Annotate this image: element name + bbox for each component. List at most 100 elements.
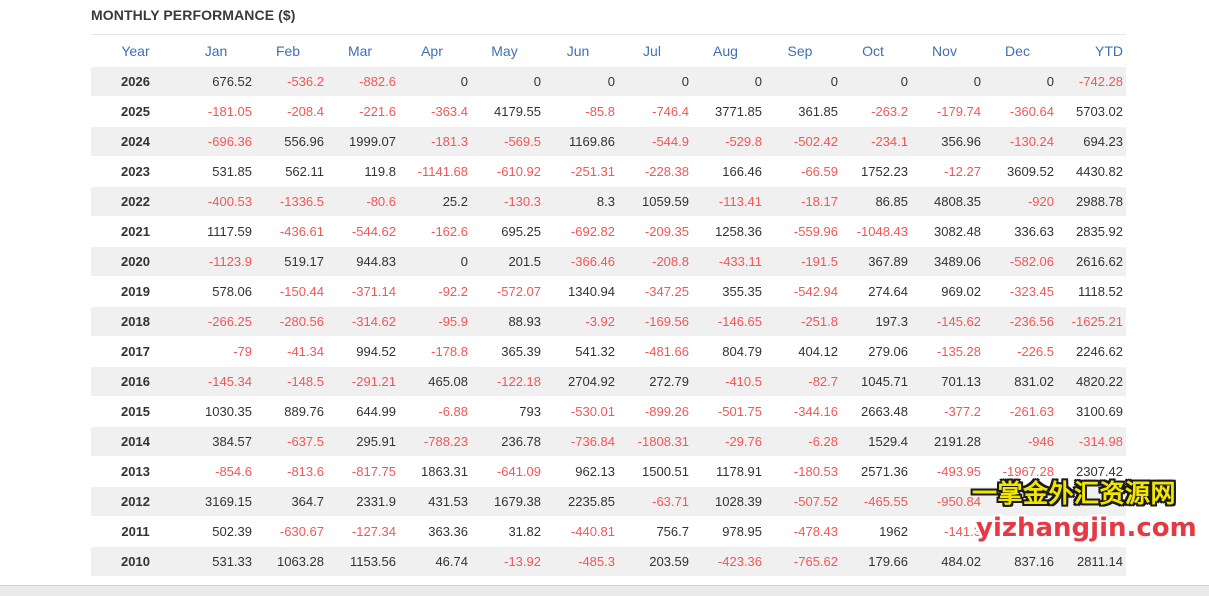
year-cell: 2020	[91, 246, 180, 277]
year-cell: 2021	[91, 216, 180, 247]
month-value-cell: 197.3	[838, 306, 908, 337]
month-value-cell: -169.56	[615, 306, 689, 337]
year-cell: 2016	[91, 366, 180, 397]
ytd-value-cell: 2835.92	[1054, 216, 1126, 247]
column-header-jul: Jul	[615, 34, 689, 67]
month-value-cell: -18.17	[762, 186, 838, 217]
month-value-cell: -736.84	[541, 426, 615, 457]
month-value-cell: 2191.28	[908, 426, 981, 457]
month-value-cell: -572.07	[468, 276, 541, 307]
month-value-cell: 1258.36	[689, 216, 762, 247]
month-value-cell: -410.5	[689, 366, 762, 397]
table-row: 2025 -181.05 -208.4 -221.6 -363.4 4179.55 -85.…	[91, 96, 1126, 127]
month-value-cell: -181.3	[396, 126, 468, 157]
month-value-cell: -226.5	[981, 336, 1054, 367]
column-header-mar: Mar	[324, 34, 396, 67]
ytd-value-cell: 2307.42	[1054, 456, 1126, 487]
month-value-cell: 969.02	[908, 276, 981, 307]
month-value-cell: 3609.52	[981, 156, 1054, 187]
month-value-cell: 831.02	[981, 366, 1054, 397]
month-value-cell: -440.81	[541, 516, 615, 547]
month-value-cell: 179.66	[838, 546, 908, 576]
month-value-cell: 0	[981, 66, 1054, 97]
month-value-cell: -569.5	[468, 126, 541, 157]
month-value-cell: -266.25	[180, 306, 252, 337]
month-value-cell: 8.3	[541, 186, 615, 217]
month-value-cell: 365.39	[468, 336, 541, 367]
month-value-cell: 793	[468, 396, 541, 427]
month-value-cell: 519.17	[252, 246, 324, 277]
column-header-apr: Apr	[396, 34, 468, 67]
month-value-cell: -765.62	[762, 546, 838, 576]
month-value-cell: -436.61	[252, 216, 324, 247]
month-value-cell: 363.36	[396, 516, 468, 547]
month-value-cell: 531.33	[180, 546, 252, 576]
month-value-cell: -208.4	[252, 96, 324, 127]
month-value-cell: -371.14	[324, 276, 396, 307]
column-header-ytd: YTD	[1054, 34, 1126, 67]
month-value-cell: -13.92	[468, 546, 541, 576]
month-value-cell: -113.41	[689, 186, 762, 217]
month-value-cell: 0	[615, 66, 689, 97]
month-value-cell: -263.2	[838, 96, 908, 127]
month-value-cell: -82.7	[762, 366, 838, 397]
month-value-cell	[981, 516, 1054, 547]
month-value-cell: 701.13	[908, 366, 981, 397]
month-value-cell: 994.52	[324, 336, 396, 367]
month-value-cell: -400.53	[180, 186, 252, 217]
month-value-cell: -423.36	[689, 546, 762, 576]
ytd-value-cell: 694.23	[1054, 126, 1126, 157]
month-value-cell: 201.5	[468, 246, 541, 277]
month-value-cell: 2704.92	[541, 366, 615, 397]
month-value-cell: 203.59	[615, 546, 689, 576]
ytd-value-cell: 2246.62	[1054, 336, 1126, 367]
column-header-jun: Jun	[541, 34, 615, 67]
watermark-line-1: 一掌金外汇资源网	[972, 479, 1177, 508]
month-value-cell: 272.79	[615, 366, 689, 397]
month-value-cell: -478.43	[762, 516, 838, 547]
month-value-cell: -899.26	[615, 396, 689, 427]
month-value-cell: -323.45	[981, 276, 1054, 307]
month-value-cell: -529.8	[689, 126, 762, 157]
month-value-cell: -234.1	[838, 126, 908, 157]
table-row: 2013 -854.6 -813.6 -817.75 1863.31 -641.09 962…	[91, 456, 1126, 487]
column-header-dec: Dec	[981, 34, 1054, 67]
month-value-cell: 279.06	[838, 336, 908, 367]
month-value-cell: 1030.35	[180, 396, 252, 427]
month-value-cell: -221.6	[324, 96, 396, 127]
month-value-cell: -544.9	[615, 126, 689, 157]
month-value-cell: 2571.36	[838, 456, 908, 487]
month-value-cell: -363.4	[396, 96, 468, 127]
month-value-cell: 367.89	[838, 246, 908, 277]
month-value-cell: 1045.71	[838, 366, 908, 397]
month-value-cell: 4179.55	[468, 96, 541, 127]
monthly-performance-table: Year Jan Feb Mar Apr May Jun Jul Aug Sep Oct Nov Dec…	[91, 34, 1126, 576]
month-value-cell: -130.3	[468, 186, 541, 217]
year-cell: 2023	[91, 156, 180, 187]
month-value-cell: -485.3	[541, 546, 615, 576]
month-value-cell: -130.24	[981, 126, 1054, 157]
month-value-cell: 1752.23	[838, 156, 908, 187]
month-value-cell: 1028.39	[689, 486, 762, 517]
month-value-cell: -465.55	[838, 486, 908, 517]
month-value-cell: 3082.48	[908, 216, 981, 247]
month-value-cell: 0	[396, 246, 468, 277]
month-value-cell: -344.16	[762, 396, 838, 427]
month-value-cell: -433.11	[689, 246, 762, 277]
ytd-value-cell: 2616.62	[1054, 246, 1126, 277]
month-value-cell: -360.64	[981, 96, 1054, 127]
month-value-cell: -946	[981, 426, 1054, 457]
month-value-cell: -3.92	[541, 306, 615, 337]
month-value-cell: -1141.68	[396, 156, 468, 187]
month-value-cell: 2331.9	[324, 486, 396, 517]
month-value-cell: 695.25	[468, 216, 541, 247]
table-row: 2019 578.06 -150.44 -371.14 -92.2 -572.07 1340…	[91, 276, 1126, 307]
month-value-cell: -179.74	[908, 96, 981, 127]
month-value-cell: -882.6	[324, 66, 396, 97]
month-value-cell: 0	[838, 66, 908, 97]
month-value-cell: 556.96	[252, 126, 324, 157]
bottom-scrollbar-area	[0, 585, 1209, 596]
ytd-value-cell: 3100.69	[1054, 396, 1126, 427]
month-value-cell: -79	[180, 336, 252, 367]
table-row: 2014 384.57 -637.5 295.91 -788.23 236.78 -736.…	[91, 426, 1126, 457]
